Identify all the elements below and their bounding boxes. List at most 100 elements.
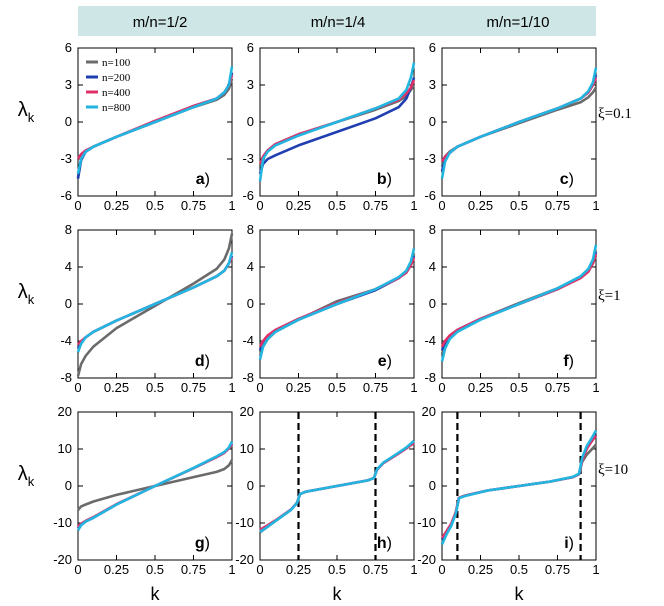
x-tick-label: 0.25 — [286, 198, 311, 213]
y-tick-label: -6 — [60, 188, 72, 203]
y-tick-label: -20 — [417, 552, 436, 567]
panels: 0 0.25 0.5 0.75 1 -6 -3 0 3 6 a) λk 0 0.25 0.5 0.75 1 -6 -… — [18, 40, 600, 604]
x-tick-label: 0.75 — [545, 380, 570, 395]
y-tick-label: -3 — [242, 151, 254, 166]
x-tick-label: 0.75 — [181, 380, 206, 395]
series-line-n-800 — [258, 62, 416, 182]
y-tick-label: 0 — [247, 478, 254, 493]
panel-f: 0 0.25 0.5 0.75 1 -8 -4 0 4 8 f) — [424, 222, 599, 395]
series-line-n-200 — [440, 251, 598, 351]
legend-label: n=200 — [102, 72, 131, 84]
x-tick-label: 1 — [592, 562, 599, 577]
x-tick-label: 1 — [228, 562, 235, 577]
x-tick-label: 0.75 — [363, 380, 388, 395]
y-tick-label: 3 — [429, 77, 436, 92]
x-tick-label: 0.75 — [363, 562, 388, 577]
series-line-n-800 — [76, 440, 234, 532]
x-tick-label: 0.5 — [510, 380, 528, 395]
x-tick-label: 0.5 — [328, 198, 346, 213]
y-tick-label: 0 — [429, 114, 436, 129]
col-title-1: m/n=1/2 — [133, 14, 188, 31]
x-tick-label: 0 — [256, 198, 263, 213]
x-tick-label: 0.75 — [181, 562, 206, 577]
header-band — [78, 6, 596, 36]
x-tick-label: 0 — [438, 198, 445, 213]
x-tick-label: 0.25 — [468, 380, 493, 395]
y-tick-label: 8 — [247, 222, 254, 237]
series-line-n-800 — [440, 67, 598, 179]
panel-i: 0 0.25 0.5 0.75 1 -20 -10 0 10 20 i) k — [417, 404, 599, 604]
x-tick-label: 0.5 — [146, 198, 164, 213]
y-tick-label: 0 — [247, 296, 254, 311]
x-tick-label: 0.5 — [510, 198, 528, 213]
y-tick-label: 8 — [65, 222, 72, 237]
legend-label: n=800 — [102, 102, 131, 114]
panel-a: 0 0.25 0.5 0.75 1 -6 -3 0 3 6 a) λk — [18, 40, 236, 213]
x-axis-label: k — [151, 584, 161, 604]
y-tick-label: 3 — [247, 77, 254, 92]
y-tick-label: 6 — [429, 40, 436, 55]
y-tick-label: -6 — [424, 188, 436, 203]
y-tick-label: 4 — [247, 259, 254, 274]
col-title-3: m/n=1/10 — [487, 14, 550, 31]
row-label-3: ξ=10 — [598, 462, 628, 478]
y-tick-label: 0 — [65, 296, 72, 311]
y-tick-label: -3 — [60, 151, 72, 166]
panel-label: d) — [195, 353, 210, 370]
x-tick-label: 0.25 — [468, 198, 493, 213]
y-tick-label: 0 — [429, 296, 436, 311]
y-tick-label: 0 — [65, 114, 72, 129]
series-line-n-100 — [76, 233, 234, 377]
panel-label: i) — [564, 535, 574, 552]
x-tick-label: 1 — [410, 562, 417, 577]
y-axis-label: λk — [18, 463, 35, 489]
panel-label: h) — [377, 535, 392, 552]
x-tick-label: 0.75 — [545, 198, 570, 213]
y-tick-label: 20 — [58, 404, 72, 419]
legend-label: n=400 — [102, 87, 131, 99]
x-tick-label: 1 — [228, 198, 235, 213]
y-tick-label: 20 — [422, 404, 436, 419]
series-line-n-800 — [440, 244, 598, 362]
y-tick-label: 10 — [240, 441, 254, 456]
x-tick-label: 0.5 — [328, 562, 346, 577]
y-axis-label: λk — [18, 281, 35, 307]
x-tick-label: 0.25 — [468, 562, 493, 577]
y-tick-label: -6 — [242, 188, 254, 203]
y-tick-label: 10 — [58, 441, 72, 456]
y-tick-label: -3 — [424, 151, 436, 166]
series-line-n-400 — [440, 253, 598, 348]
row-label-1: ξ=0.1 — [598, 106, 632, 122]
series-line-n-800 — [258, 248, 416, 360]
panel-d: 0 0.25 0.5 0.75 1 -8 -4 0 4 8 d) λk — [18, 222, 236, 395]
y-tick-label: 0 — [247, 114, 254, 129]
panel-g: 0 0.25 0.5 0.75 1 -20 -10 0 10 20 g) λk k — [18, 404, 236, 604]
y-tick-label: 10 — [422, 441, 436, 456]
y-tick-label: -10 — [235, 515, 254, 530]
y-tick-label: -10 — [53, 515, 72, 530]
x-tick-label: 1 — [228, 380, 235, 395]
series-line-n-400 — [77, 257, 234, 346]
y-tick-label: 4 — [429, 259, 436, 274]
x-axis-label: k — [515, 584, 525, 604]
y-tick-label: 6 — [65, 40, 72, 55]
series-line-n-800 — [259, 439, 415, 533]
panel-h: 0 0.25 0.5 0.75 1 -20 -10 0 10 20 h) k — [235, 404, 417, 604]
legend: n=100 n=200 n=400 n=800 — [86, 57, 131, 114]
y-tick-label: -20 — [53, 552, 72, 567]
x-tick-label: 1 — [410, 380, 417, 395]
panel-label: f) — [563, 353, 574, 370]
series-line-n-200 — [76, 255, 234, 350]
y-tick-label: 6 — [247, 40, 254, 55]
series-line-n-100 — [440, 443, 597, 544]
x-axis-label: k — [333, 584, 343, 604]
panel-label: b) — [377, 171, 392, 188]
panel-c: 0 0.25 0.5 0.75 1 -6 -3 0 3 6 c) — [424, 40, 599, 213]
y-axis-label: λk — [18, 99, 35, 125]
x-tick-label: 0.75 — [363, 198, 388, 213]
x-tick-label: 0.25 — [104, 562, 129, 577]
x-tick-label: 0 — [74, 198, 81, 213]
series-line-n-200 — [258, 77, 416, 175]
y-tick-label: -8 — [60, 370, 72, 385]
